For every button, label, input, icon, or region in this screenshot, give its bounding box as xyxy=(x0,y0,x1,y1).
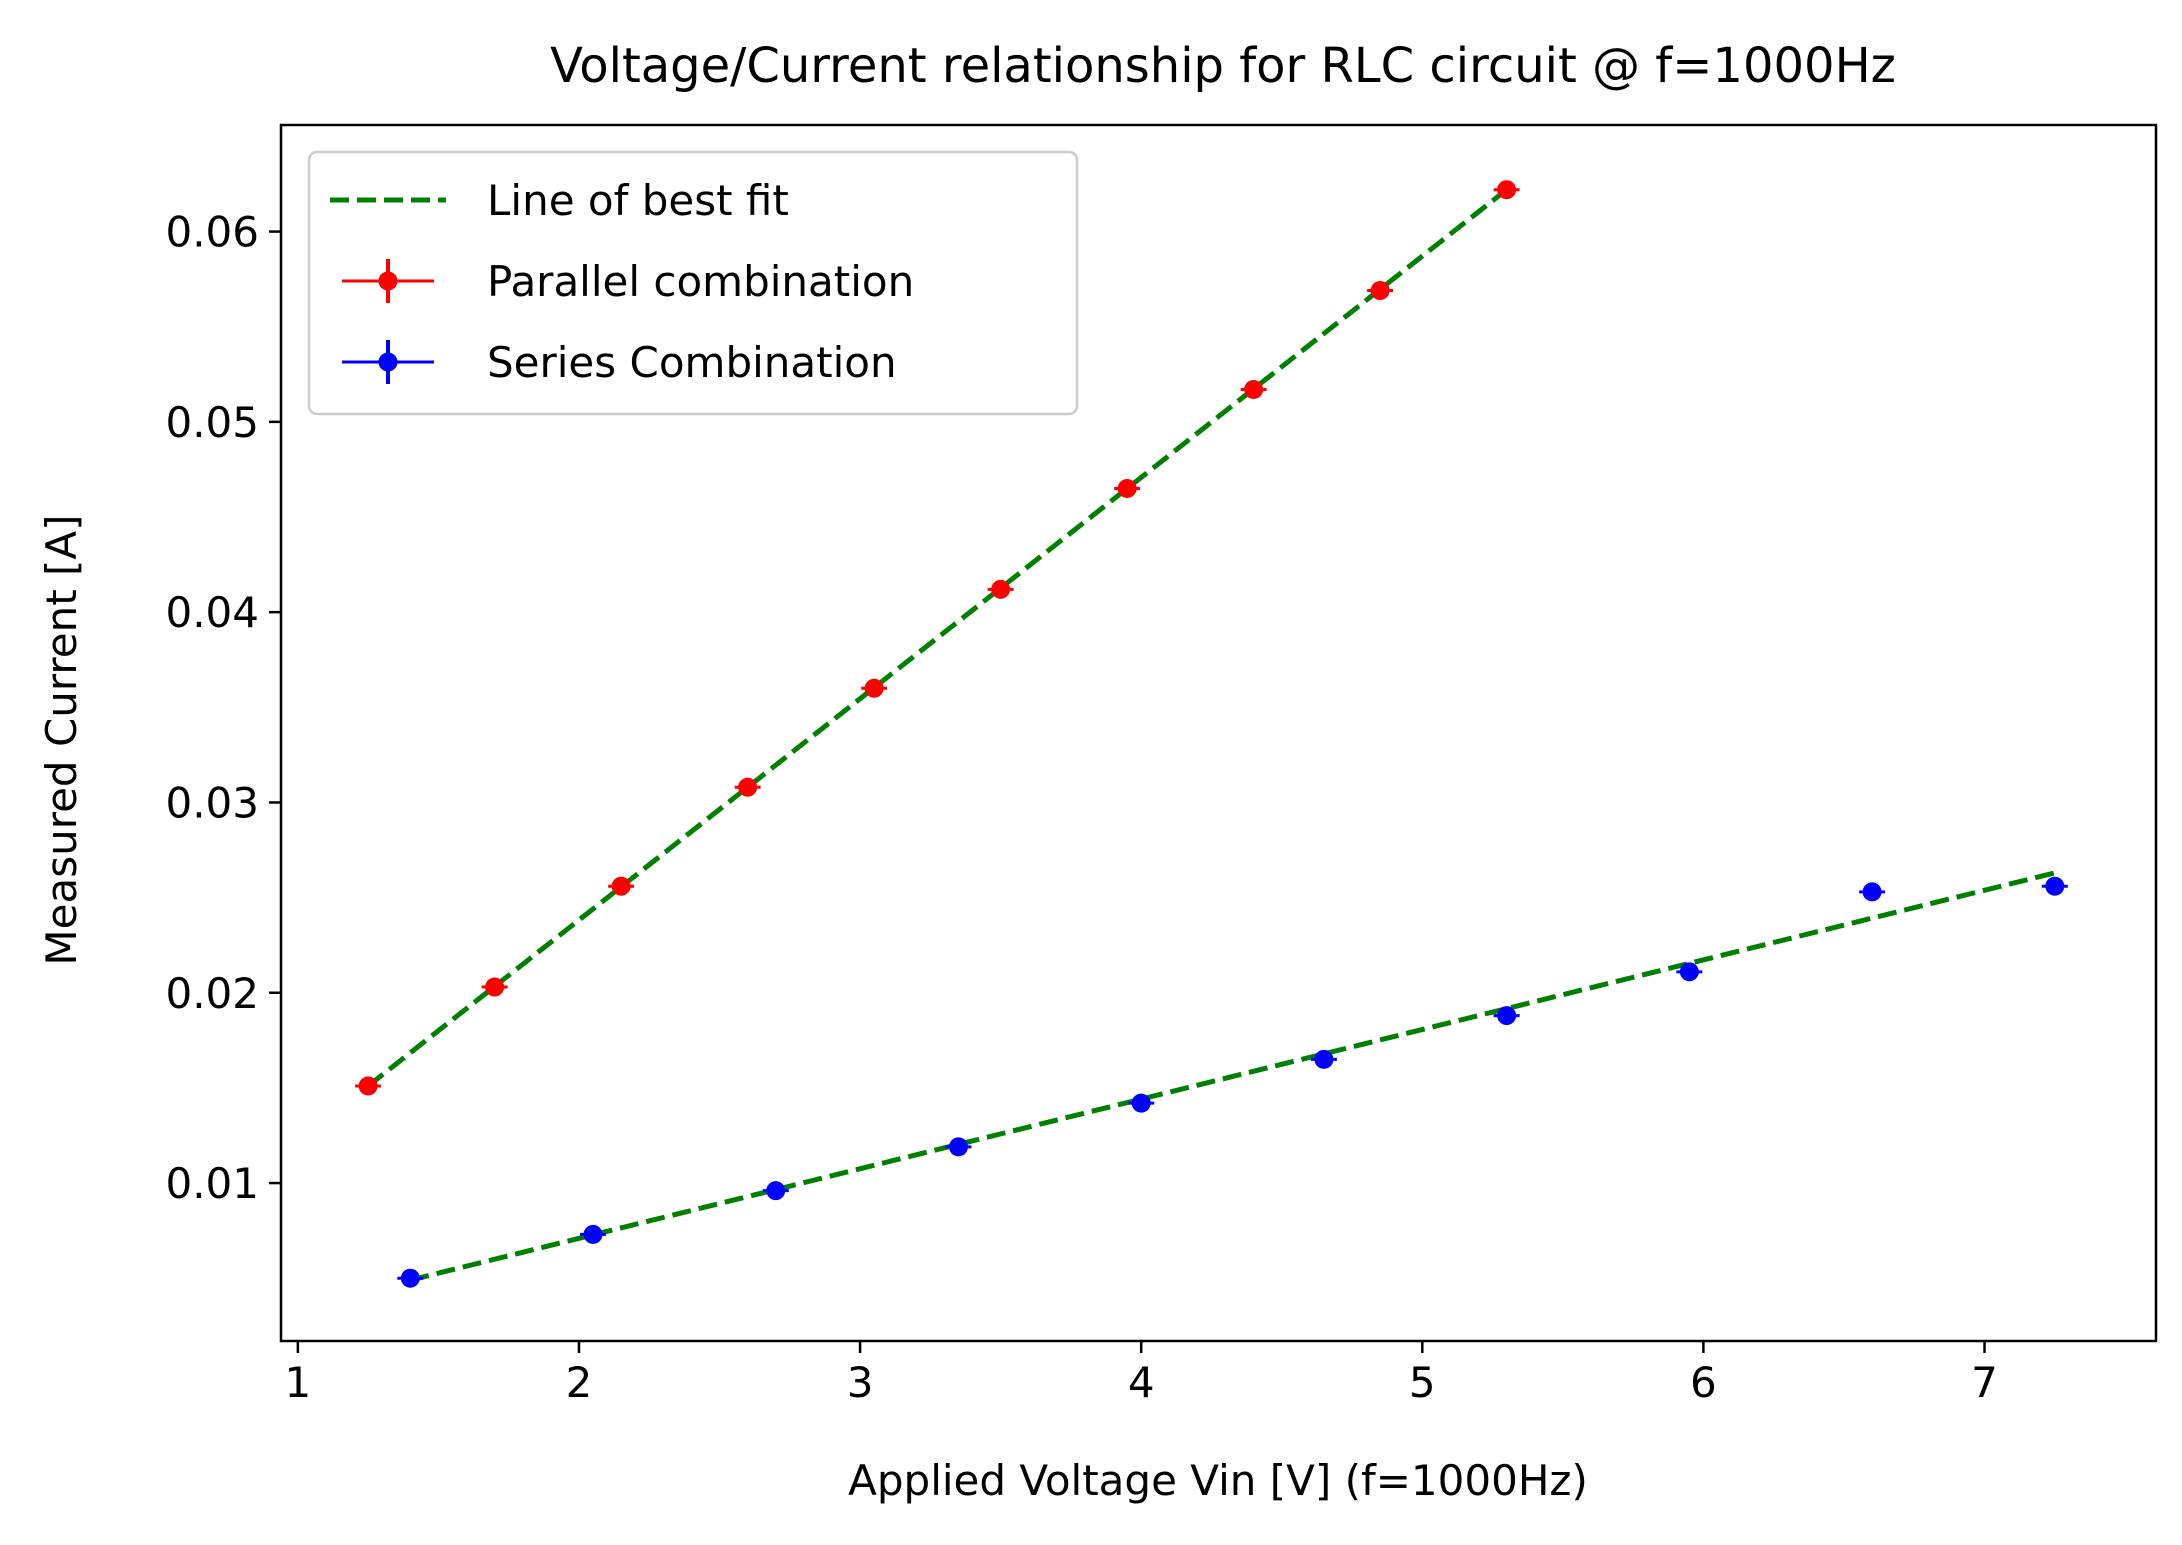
point-0-0 xyxy=(358,1076,378,1096)
point-1-4 xyxy=(1131,1093,1151,1113)
x-tick-label-4: 5 xyxy=(1409,1358,1436,1407)
point-1-5 xyxy=(1314,1049,1334,1069)
y-tick-label-0: 0.01 xyxy=(165,1159,259,1208)
y-tick-label-4: 0.05 xyxy=(165,398,259,447)
series-0 xyxy=(355,180,1520,1096)
y-tick-label-1: 0.02 xyxy=(165,969,259,1018)
point-0-8 xyxy=(1370,281,1390,301)
legend-label-series-1: Series Combination xyxy=(487,338,897,387)
point-0-2 xyxy=(611,876,631,896)
point-1-8 xyxy=(1862,882,1882,902)
legend-marker-0 xyxy=(378,271,398,291)
y-axis-label: Measured Current [A] xyxy=(37,514,86,965)
x-tick-label-5: 6 xyxy=(1690,1358,1717,1407)
point-1-2 xyxy=(766,1181,786,1201)
point-0-5 xyxy=(991,579,1011,599)
point-0-3 xyxy=(738,777,758,797)
point-1-7 xyxy=(1679,962,1699,982)
x-tick-label-1: 2 xyxy=(566,1358,593,1407)
legend: Line of best fit Parallel combination Seri… xyxy=(307,150,1079,416)
y-tick-label-5: 0.06 xyxy=(165,208,259,257)
series-1 xyxy=(397,876,2068,1288)
legend-marker-1 xyxy=(378,352,398,372)
x-tick-label-3: 4 xyxy=(1128,1358,1155,1407)
point-0-9 xyxy=(1497,180,1517,200)
chart-title: Voltage/Current relationship for RLC cir… xyxy=(550,38,1896,94)
point-1-6 xyxy=(1497,1006,1517,1026)
x-axis-label: Applied Voltage Vin [V] (f=1000Hz) xyxy=(848,1456,1588,1505)
point-1-3 xyxy=(948,1137,968,1157)
legend-label-series-0: Parallel combination xyxy=(487,257,914,306)
y-tick-label-2: 0.03 xyxy=(165,778,259,827)
point-0-6 xyxy=(1117,478,1137,498)
point-1-0 xyxy=(400,1268,420,1288)
point-0-4 xyxy=(864,678,884,698)
fit-line-1 xyxy=(409,870,2056,1283)
y-tick-label-3: 0.04 xyxy=(165,588,259,637)
x-tick-label-0: 1 xyxy=(284,1358,311,1407)
point-0-1 xyxy=(485,977,505,997)
point-1-9 xyxy=(2045,876,2065,896)
point-0-7 xyxy=(1244,380,1264,400)
plot-area: 1 2 3 4 5 6 7 0.01 0.02 0.03 0.04 0.05 0.06 xyxy=(165,180,2068,1407)
x-tick-label-2: 3 xyxy=(847,1358,874,1407)
x-tick-label-6: 7 xyxy=(1971,1358,1998,1407)
legend-label-fit: Line of best fit xyxy=(487,176,789,225)
plot-frame xyxy=(279,123,2158,1343)
legend-box xyxy=(307,150,1079,416)
point-1-1 xyxy=(583,1224,603,1244)
